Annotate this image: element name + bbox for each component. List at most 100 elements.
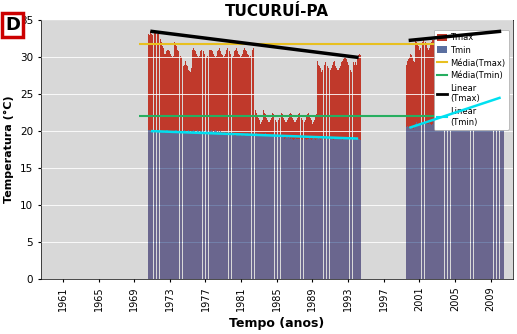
Bar [284, 139, 285, 279]
Bar [485, 105, 486, 279]
Bar [252, 136, 253, 279]
Bar [175, 130, 176, 279]
Bar [272, 135, 273, 279]
Bar [155, 133, 156, 279]
Bar [232, 135, 233, 279]
Bar [152, 131, 153, 279]
Bar [497, 33, 498, 279]
Bar [330, 139, 331, 279]
Bar [255, 111, 256, 279]
Bar [290, 113, 291, 279]
Bar [416, 42, 417, 279]
Bar [224, 56, 225, 279]
Bar [288, 139, 290, 279]
Bar [165, 53, 166, 279]
Bar [269, 135, 270, 279]
Bar [257, 136, 258, 279]
Bar [201, 131, 202, 279]
Bar [478, 105, 479, 279]
Bar [465, 46, 466, 279]
Bar [259, 135, 260, 279]
Bar [194, 131, 195, 279]
Bar [167, 130, 168, 279]
Bar [492, 102, 493, 279]
Bar [168, 48, 169, 279]
Bar [336, 137, 337, 279]
Bar [466, 44, 467, 279]
Bar [432, 40, 433, 279]
Bar [454, 117, 455, 279]
Bar [209, 50, 210, 279]
Bar [278, 120, 279, 279]
Bar [435, 40, 436, 279]
Bar [337, 139, 338, 279]
Bar [431, 125, 432, 279]
Bar [272, 113, 273, 279]
Bar [196, 131, 197, 279]
Bar [481, 40, 482, 279]
Bar [457, 117, 458, 279]
Bar [148, 34, 149, 279]
Bar [186, 133, 187, 279]
Bar [287, 137, 288, 279]
Bar [431, 42, 432, 279]
Bar [348, 65, 349, 279]
Bar [328, 68, 329, 279]
Bar [475, 44, 476, 279]
Bar [237, 134, 238, 279]
Bar [319, 139, 320, 279]
Title: TUCURUÍ-PA: TUCURUÍ-PA [225, 4, 329, 19]
Bar [479, 37, 480, 279]
Bar [303, 124, 304, 279]
Bar [315, 140, 316, 279]
Bar [293, 120, 294, 279]
Bar [250, 56, 251, 279]
Bar [443, 42, 444, 279]
Bar [302, 140, 303, 279]
Bar [486, 35, 487, 279]
Bar [267, 120, 268, 279]
Bar [339, 68, 340, 279]
Bar [476, 111, 477, 279]
Text: D: D [5, 16, 20, 34]
Bar [484, 35, 485, 279]
Bar [324, 140, 325, 279]
Bar [464, 113, 465, 279]
Bar [156, 131, 157, 279]
Bar [499, 98, 500, 279]
Bar [276, 136, 277, 279]
Bar [483, 39, 484, 279]
Bar [457, 44, 458, 279]
Bar [169, 132, 170, 279]
Bar [255, 134, 256, 279]
Bar [194, 50, 195, 279]
Bar [353, 62, 354, 279]
Bar [238, 53, 239, 279]
Bar [185, 63, 186, 279]
Bar [184, 130, 185, 279]
Bar [416, 122, 417, 279]
Bar [253, 48, 254, 279]
Bar [152, 35, 153, 279]
Bar [325, 139, 326, 279]
Bar [235, 50, 236, 279]
Bar [308, 113, 309, 279]
Bar [179, 55, 180, 279]
Bar [469, 40, 470, 279]
Bar [158, 130, 159, 279]
Bar [178, 51, 179, 279]
Bar [241, 135, 242, 279]
Bar [149, 130, 150, 279]
Bar [281, 113, 282, 279]
Bar [319, 66, 320, 279]
Bar [151, 34, 152, 279]
Bar [267, 136, 268, 279]
Bar [453, 118, 454, 279]
Bar [208, 133, 209, 279]
Bar [336, 68, 337, 279]
Bar [490, 102, 491, 279]
Bar [313, 138, 314, 279]
Bar [441, 120, 442, 279]
Bar [252, 50, 253, 279]
Bar [199, 56, 200, 279]
